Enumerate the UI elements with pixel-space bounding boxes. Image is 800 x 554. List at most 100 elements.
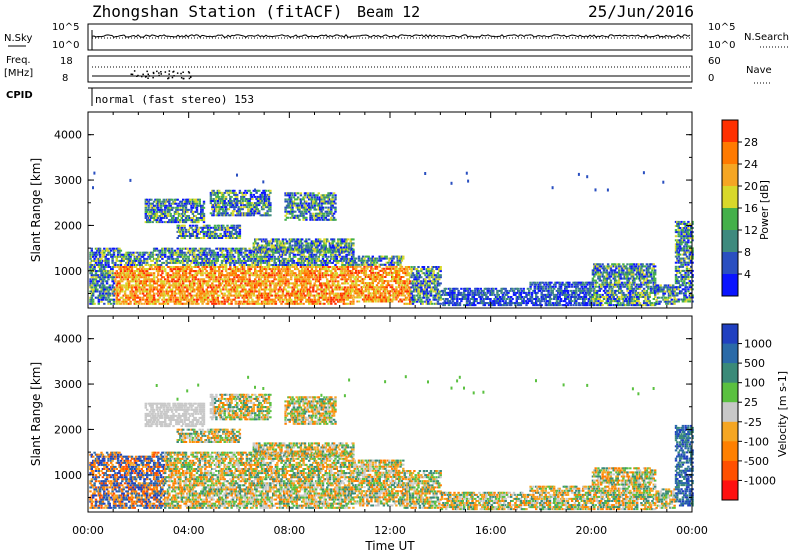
echo-cell	[179, 255, 182, 258]
echo-cell	[361, 255, 365, 258]
echo-cell	[339, 266, 343, 268]
echo-cell	[184, 230, 188, 233]
echo-cell	[98, 249, 102, 252]
echo-cell	[134, 284, 138, 287]
echo-cell	[201, 282, 204, 285]
echo-cell	[312, 214, 315, 217]
echo-cell	[317, 240, 320, 243]
echo-cell	[227, 284, 231, 287]
echo-cell	[263, 204, 267, 207]
echo-cell	[303, 286, 307, 289]
echo-cell	[197, 212, 200, 215]
echo-cell	[296, 248, 300, 251]
echo-cell	[323, 253, 326, 256]
echo-cell	[334, 196, 337, 199]
echo-cell	[227, 226, 231, 229]
echo-cell	[238, 264, 242, 266]
echo-cell	[223, 294, 226, 297]
echo-cell	[143, 261, 146, 264]
echo-cell	[281, 238, 285, 241]
echo-cell	[350, 296, 354, 299]
echo-cell	[259, 193, 262, 196]
echo-cell	[183, 270, 186, 273]
echo-cell	[168, 257, 171, 260]
echo-cell	[287, 280, 290, 283]
echo-cell	[119, 268, 123, 271]
echo-cell	[359, 265, 362, 268]
echo-cell	[96, 296, 99, 299]
echo-cell	[220, 193, 224, 196]
echo-cell	[302, 214, 305, 217]
echo-cell	[105, 292, 109, 295]
echo-cell	[183, 272, 186, 275]
echo-cell	[299, 272, 303, 275]
echo-cell	[255, 208, 258, 211]
echo-cell	[345, 290, 348, 293]
echo-cell	[191, 270, 195, 273]
echo-cell	[179, 215, 182, 217]
echo-cell	[350, 288, 354, 291]
echo-cell	[332, 218, 336, 221]
echo-cell	[182, 210, 185, 213]
echo-cell	[215, 226, 218, 229]
echo-cell	[146, 202, 149, 205]
echo-cell	[168, 251, 171, 254]
echo-cell	[213, 276, 217, 279]
echo-cell	[277, 264, 280, 266]
echo-cell	[193, 300, 196, 303]
echo-cell	[100, 270, 103, 273]
echo-cell	[321, 294, 325, 297]
echo-cell	[137, 286, 141, 289]
echo-cell	[169, 298, 172, 301]
echo-cell	[283, 268, 286, 271]
echo-cell	[229, 292, 232, 295]
echo-cell	[234, 282, 237, 285]
echo-cell	[182, 298, 185, 301]
echo-cell	[258, 284, 261, 287]
echo-cell	[148, 253, 152, 256]
echo-cell	[180, 202, 183, 205]
echo-cell	[303, 270, 307, 273]
echo-cell	[205, 270, 208, 273]
echo-cell	[291, 206, 294, 209]
echo-cell	[143, 284, 146, 287]
echo-cell	[314, 218, 318, 221]
echo-cell	[129, 276, 132, 279]
echo-cell	[161, 210, 164, 213]
echo-cell	[111, 274, 114, 277]
echo-cell	[201, 288, 204, 291]
echo-cell	[162, 247, 165, 250]
echo-cell	[321, 255, 325, 258]
echo-cell	[254, 204, 257, 207]
echo-cell	[328, 202, 332, 205]
echo-cell	[200, 272, 203, 275]
echo-cell	[244, 276, 247, 279]
echo-cell	[308, 274, 311, 277]
echo-cell	[195, 198, 199, 201]
echo-cell	[198, 294, 201, 297]
echo-cell	[224, 237, 228, 239]
echo-cell	[290, 240, 293, 243]
echo-cell	[190, 210, 193, 213]
echo-cell	[186, 235, 189, 237]
echo-cell	[116, 249, 120, 252]
echo-cell	[332, 259, 336, 262]
echo-cell	[183, 290, 186, 293]
echo-cell	[242, 257, 246, 260]
echo-cell	[352, 266, 355, 268]
echo-cell	[213, 264, 217, 266]
echo-cell	[346, 250, 350, 253]
echo-cell	[287, 270, 290, 273]
echo-cell	[238, 284, 242, 287]
echo-cell	[241, 280, 244, 283]
echo-cell	[317, 204, 320, 207]
echo-cell	[256, 246, 260, 249]
echo-cell	[169, 300, 172, 303]
echo-cell	[258, 282, 261, 285]
echo-cell	[353, 267, 356, 270]
echo-cell	[175, 259, 178, 262]
echo-cell	[220, 195, 224, 198]
echo-cell	[220, 274, 224, 277]
echo-cell	[245, 212, 249, 215]
echo-cell	[313, 272, 316, 275]
